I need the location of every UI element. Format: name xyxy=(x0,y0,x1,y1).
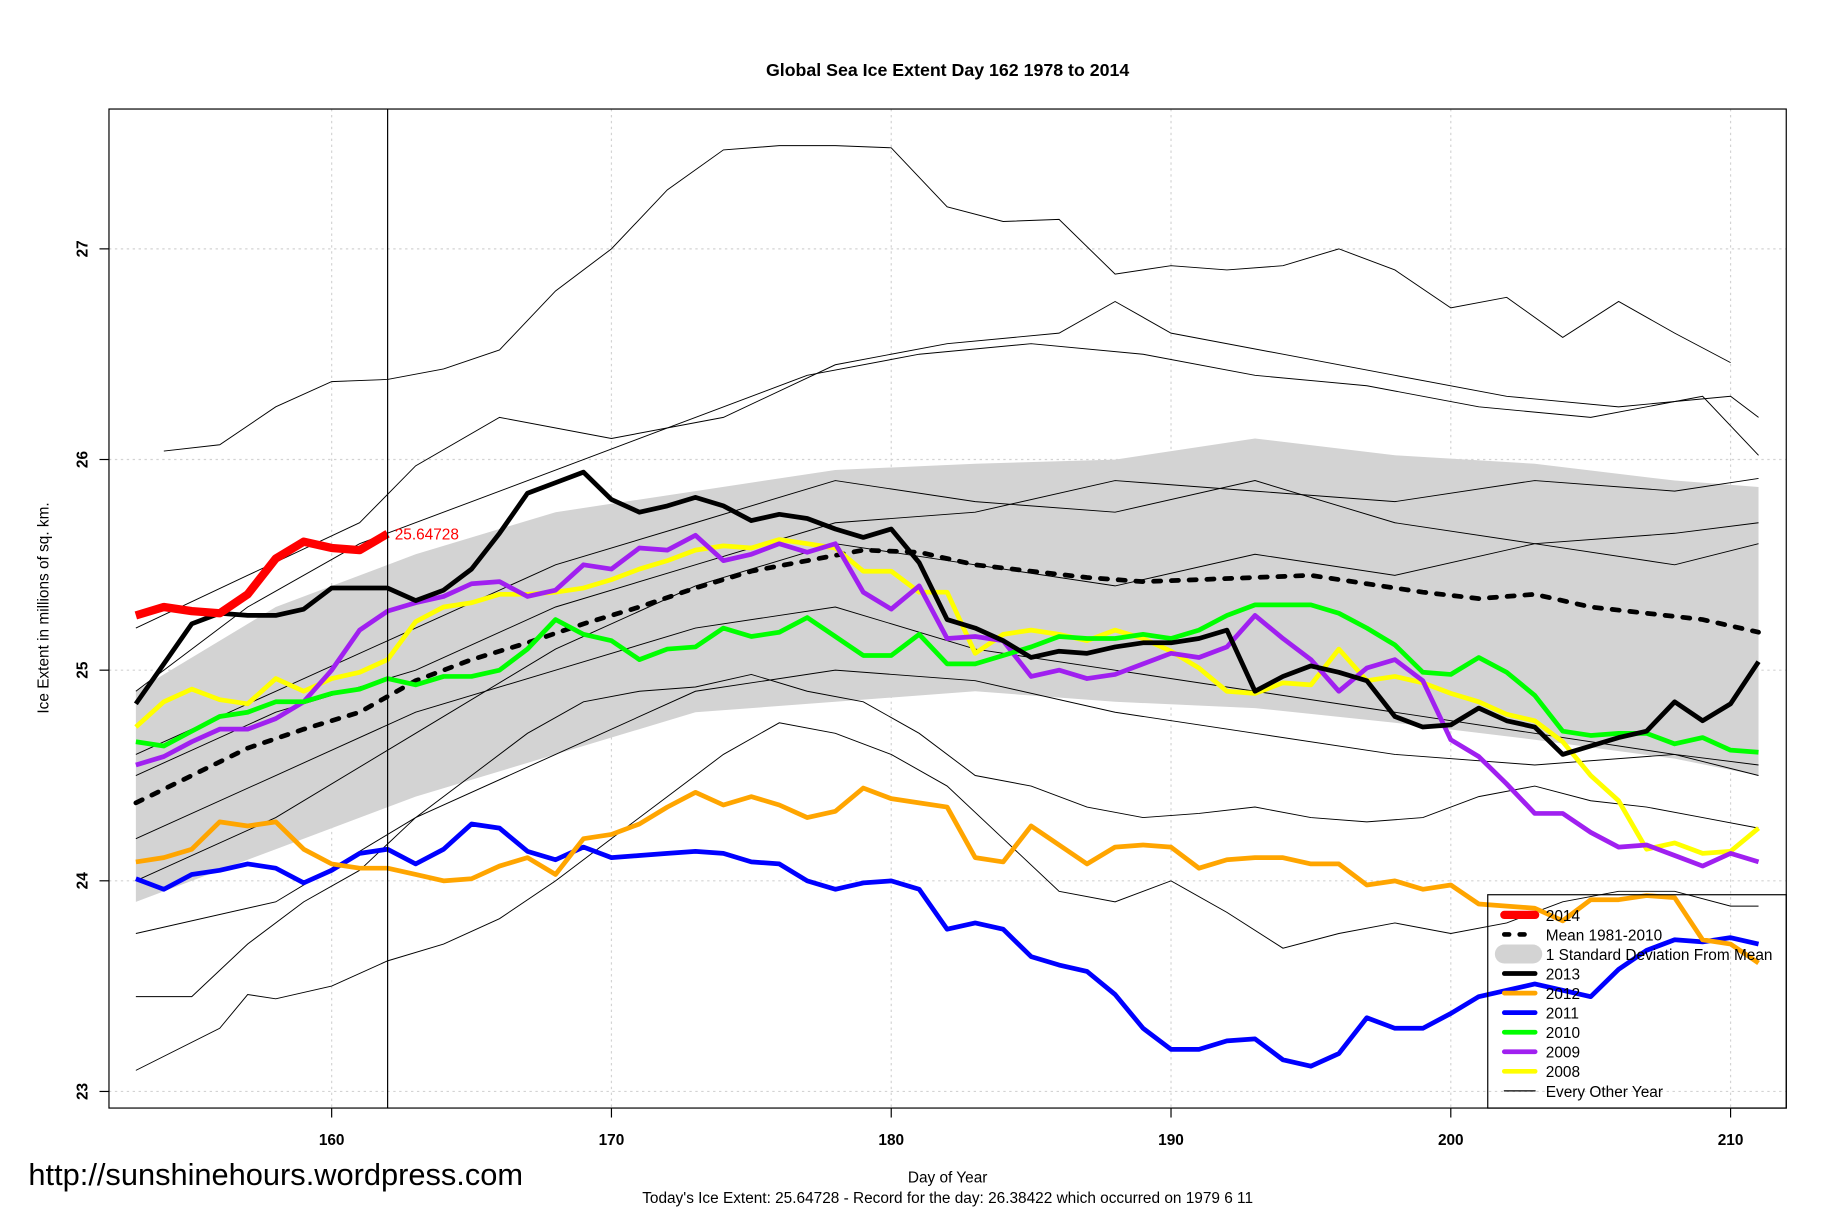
other-year-line xyxy=(163,145,1731,452)
x-tick-label: 190 xyxy=(1158,1132,1184,1149)
plot-frame xyxy=(108,108,1787,1109)
legend-label: 2012 xyxy=(1546,986,1580,1003)
x-tick-label: 200 xyxy=(1438,1132,1464,1149)
other-year-line xyxy=(135,673,1759,998)
mean-line xyxy=(133,547,1761,806)
legend-box xyxy=(1487,894,1787,1109)
series-line-2008 xyxy=(134,537,1761,856)
legend-label: 2010 xyxy=(1546,1025,1580,1042)
chart-title: Global Sea Ice Extent Day 162 1978 to 20… xyxy=(766,60,1129,80)
footer-text: Today's Ice Extent: 25.64728 - Record fo… xyxy=(642,1190,1253,1207)
series-line-2013 xyxy=(133,469,1761,757)
series-line-2010 xyxy=(135,602,1759,755)
legend-label: Every Other Year xyxy=(1546,1084,1663,1101)
other-year-line xyxy=(135,669,1759,934)
x-tick-label: 160 xyxy=(319,1132,345,1149)
legend-label: 2014 xyxy=(1546,908,1581,925)
x-tick-label: 170 xyxy=(599,1132,625,1149)
legend-swatch xyxy=(1494,944,1543,964)
legend-label: 2011 xyxy=(1546,1006,1579,1023)
mean-layer xyxy=(133,547,1761,806)
other-year-line xyxy=(135,300,1759,629)
sd-band xyxy=(135,438,1759,902)
series-line-2012 xyxy=(135,785,1760,965)
y-tick-label: 26 xyxy=(75,451,92,468)
x-tick-label: 180 xyxy=(878,1132,904,1149)
y-tick-label: 25 xyxy=(75,661,92,679)
x-tick-label: 210 xyxy=(1718,1132,1744,1149)
series-line-2009 xyxy=(135,532,1760,869)
watermark-url: http://sunshinehours.wordpress.com xyxy=(28,1157,523,1192)
y-tick-label: 24 xyxy=(75,872,92,890)
y-axis-label: Ice Extent in millions of sq. km. xyxy=(36,502,53,713)
x-axis-label: Day of Year xyxy=(908,1170,988,1187)
other-year-line xyxy=(135,477,1759,776)
legend-label: 2009 xyxy=(1546,1045,1580,1062)
legend-label: 1 Standard Deviation From Mean xyxy=(1546,947,1773,964)
sd-band-layer xyxy=(135,438,1759,902)
other-year-line xyxy=(135,343,1759,692)
legend: 2014 Mean 1981-2010 1 Standard Deviation F… xyxy=(1487,894,1787,1109)
legend-label: Mean 1981-2010 xyxy=(1546,927,1662,944)
y-tick-label: 23 xyxy=(75,1083,92,1100)
today-value-label: 25.64728 xyxy=(395,527,459,544)
legend-label: 2008 xyxy=(1546,1064,1580,1081)
legend-label: 2013 xyxy=(1546,966,1580,983)
series-line-2014 xyxy=(134,530,390,620)
axes: 160 170 180 190 200 210 23 24 25 26 27 25.64728 xyxy=(75,108,1787,1149)
y-tick-label: 27 xyxy=(75,240,92,257)
